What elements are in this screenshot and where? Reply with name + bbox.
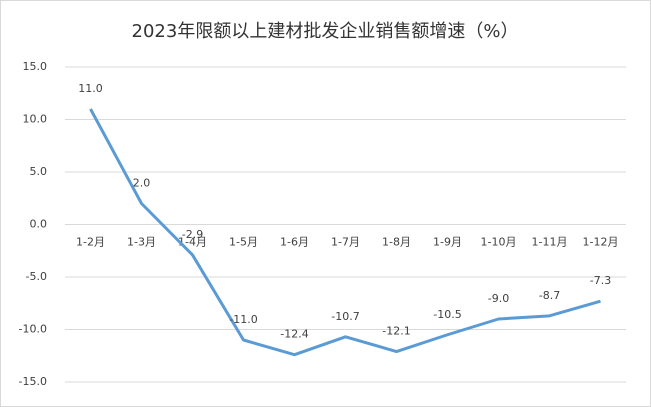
data-label: -8.7	[539, 289, 560, 302]
data-label: -10.5	[433, 308, 461, 321]
y-tick-label: 15.0	[23, 60, 48, 73]
y-tick-label: -10.0	[19, 323, 47, 336]
data-label: -12.4	[280, 328, 308, 341]
data-label: -10.7	[331, 310, 359, 323]
y-tick-label: 5.0	[30, 165, 48, 178]
x-tick-label: 1-4月	[178, 236, 207, 249]
data-label: -9.0	[488, 292, 509, 305]
chart-title: 2023年限额以上建材批发企业销售额增速（%）	[132, 21, 519, 42]
line-series	[89, 108, 601, 357]
data-label: -7.3	[590, 274, 611, 287]
y-tick-label: -15.0	[19, 375, 47, 388]
x-tick-label: 1-9月	[433, 236, 462, 249]
x-tick-label: 1-11月	[532, 236, 568, 249]
x-tick-label: 1-2月	[76, 236, 105, 249]
x-tick-label: 1-5月	[229, 236, 258, 249]
x-tick-label: 1-8月	[382, 236, 411, 249]
x-tick-label: 1-7月	[331, 236, 360, 249]
data-label: 2.0	[133, 177, 151, 190]
data-label: -11.0	[229, 313, 257, 326]
x-tick-label: 1-3月	[127, 236, 156, 249]
y-tick-label: 0.0	[30, 218, 48, 231]
x-tick-label: 1-10月	[481, 236, 517, 249]
y-tick-label: -5.0	[26, 270, 47, 283]
x-tick-label: 1-6月	[280, 236, 309, 249]
data-label: 11.0	[78, 82, 103, 95]
x-tick-label: 1-12月	[583, 236, 619, 249]
data-label: -2.9	[182, 228, 203, 241]
data-label: -12.1	[382, 325, 410, 338]
y-tick-label: 10.0	[23, 113, 48, 126]
